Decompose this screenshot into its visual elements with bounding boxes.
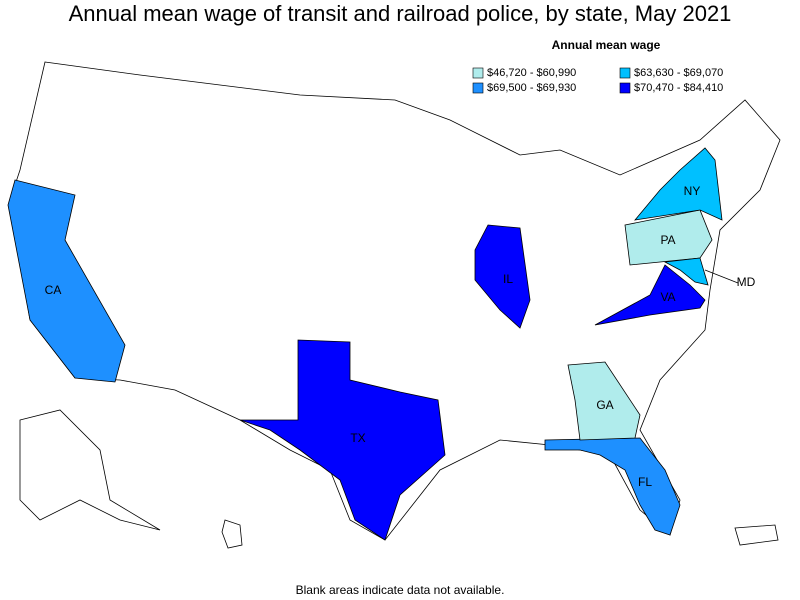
- state-md: [663, 257, 709, 286]
- state-tx: [239, 339, 446, 541]
- state-ga: [567, 361, 641, 441]
- legend-swatch: [619, 82, 631, 94]
- puerto-rico: [734, 524, 779, 546]
- state-pa: [624, 209, 713, 266]
- state-label: PA: [660, 233, 675, 247]
- state-label: VA: [660, 290, 675, 304]
- alaska: [19, 409, 161, 531]
- state-label: NY: [684, 184, 701, 198]
- footnote: Blank areas indicate data not available.: [296, 583, 505, 597]
- legend-label: $70,470 - $84,410: [634, 82, 723, 94]
- legend-title: Annual mean wage: [552, 38, 661, 52]
- legend-label: $69,500 - $69,930: [487, 82, 576, 94]
- state-il: [474, 224, 531, 329]
- state-label: FL: [638, 475, 652, 489]
- md-leader: [704, 269, 739, 284]
- state-label: TX: [350, 431, 365, 445]
- state-ny: [634, 147, 723, 221]
- state-label: IL: [503, 272, 513, 286]
- state-va: [594, 264, 706, 326]
- hawaii: [221, 519, 243, 549]
- map-title: Annual mean wage of transit and railroad…: [69, 1, 732, 26]
- state-label: GA: [596, 398, 613, 412]
- state-fl: [544, 437, 681, 536]
- legend-swatch: [619, 67, 631, 79]
- state-label: MD: [737, 275, 756, 289]
- legend-label: $63,630 - $69,070: [634, 67, 723, 79]
- legend-label: $46,720 - $60,990: [487, 67, 576, 79]
- state-ca: [7, 179, 126, 383]
- legend-swatch: [472, 67, 484, 79]
- state-label: CA: [45, 283, 62, 297]
- legend-swatch: [472, 82, 484, 94]
